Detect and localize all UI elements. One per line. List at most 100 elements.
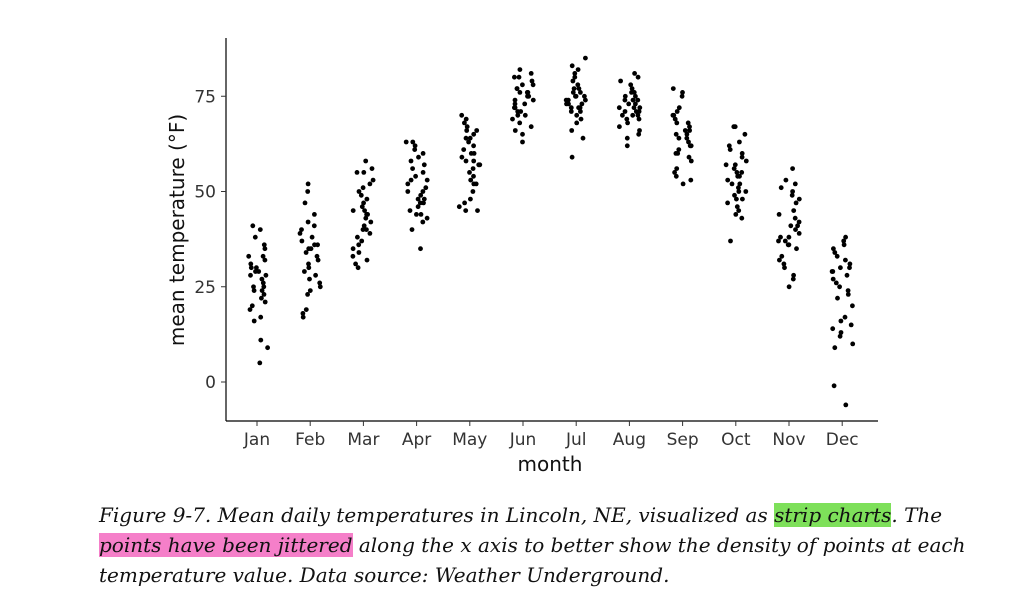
data-point-apr	[421, 200, 426, 206]
data-point-sep	[676, 105, 682, 111]
data-point-sep	[684, 135, 690, 141]
data-point-oct	[725, 177, 731, 183]
data-point-mar	[369, 166, 375, 172]
data-point-oct	[740, 196, 745, 202]
data-point-nov	[794, 246, 799, 252]
data-point-oct	[734, 170, 740, 175]
data-point-apr	[410, 166, 415, 172]
data-point-aug	[631, 105, 637, 111]
data-point-jan	[259, 295, 264, 301]
data-point-apr	[412, 143, 418, 149]
data-point-dec	[834, 253, 840, 259]
data-point-aug	[620, 112, 625, 118]
data-point-jun	[522, 101, 528, 107]
data-point-nov	[792, 215, 798, 221]
data-point-mar	[367, 231, 373, 236]
data-point-sep	[670, 86, 676, 91]
data-point-feb	[300, 314, 306, 320]
data-point-feb	[297, 231, 303, 236]
data-point-mar	[367, 181, 373, 187]
data-point-jun	[512, 105, 518, 111]
data-point-may	[471, 143, 476, 149]
data-point-sep	[686, 154, 692, 160]
data-point-aug	[633, 101, 638, 107]
data-point-feb	[312, 212, 317, 217]
data-point-sep	[680, 90, 685, 95]
data-point-jul	[568, 109, 574, 114]
data-point-oct	[729, 181, 735, 187]
data-point-oct	[732, 192, 737, 198]
data-point-jan	[250, 223, 256, 229]
data-point-jun	[515, 112, 521, 118]
x-tick-label: Dec	[826, 430, 859, 450]
data-point-jan	[261, 292, 267, 297]
x-tick-label: May	[452, 430, 487, 450]
data-point-nov	[790, 189, 795, 194]
data-point-mar	[356, 250, 362, 255]
data-point-oct	[728, 238, 733, 244]
x-tick-label: Jul	[565, 430, 587, 450]
data-point-apr	[407, 208, 413, 214]
x-tick-label: Feb	[295, 430, 325, 450]
data-point-apr	[420, 170, 426, 175]
data-point-dec	[848, 322, 854, 328]
data-point-mar	[360, 227, 366, 233]
data-point-jun	[530, 82, 536, 88]
caption-text-middle: . The	[891, 503, 943, 527]
data-point-sep	[673, 131, 679, 137]
x-tick-label: Jun	[509, 430, 537, 450]
data-point-nov	[778, 185, 784, 191]
data-point-jul	[574, 112, 580, 118]
data-point-jun	[510, 116, 515, 122]
y-tick-label: 25	[194, 278, 216, 298]
data-point-mar	[359, 204, 365, 210]
data-point-jun	[517, 120, 523, 126]
data-point-dec	[843, 257, 848, 263]
data-point-apr	[420, 219, 426, 225]
data-point-may	[467, 135, 473, 141]
data-point-oct	[723, 162, 729, 168]
data-point-aug	[637, 128, 642, 133]
data-point-apr	[403, 139, 409, 145]
data-point-apr	[405, 181, 411, 187]
data-point-may	[463, 158, 469, 164]
data-point-aug	[617, 124, 622, 130]
data-point-dec	[837, 333, 843, 339]
data-point-jul	[570, 90, 576, 95]
data-point-dec	[837, 284, 842, 290]
data-point-oct	[739, 154, 745, 160]
data-point-apr	[420, 189, 426, 194]
data-point-apr	[416, 154, 421, 160]
data-point-jul	[583, 97, 588, 103]
data-point-jul	[564, 101, 569, 107]
data-point-dec	[835, 295, 840, 301]
points-layer	[246, 55, 856, 408]
data-point-jul	[578, 109, 583, 114]
data-point-sep	[687, 128, 692, 133]
data-point-oct	[736, 185, 741, 191]
data-point-jan	[260, 280, 266, 286]
data-point-jul	[565, 97, 571, 103]
data-point-apr	[415, 204, 421, 210]
data-point-sep	[687, 124, 692, 130]
data-point-nov	[782, 238, 788, 244]
data-point-jun	[515, 109, 521, 114]
data-point-jan	[249, 303, 255, 309]
data-point-aug	[622, 97, 628, 103]
data-point-may	[459, 112, 465, 118]
data-point-nov	[796, 196, 802, 202]
x-tick-label: Sep	[667, 430, 699, 450]
data-point-feb	[299, 227, 304, 233]
data-point-oct	[736, 189, 742, 194]
x-tick-label: Nov	[772, 430, 805, 450]
data-point-may	[471, 158, 477, 164]
data-point-dec	[829, 269, 835, 274]
data-point-sep	[682, 128, 688, 133]
data-point-aug	[631, 90, 637, 95]
data-point-apr	[418, 246, 423, 252]
data-point-mar	[360, 185, 366, 191]
data-point-may	[463, 116, 469, 122]
chart-area: month mean temperature (°F) 0 25 50 75 Jan Fe…	[165, 38, 878, 476]
data-point-sep	[673, 173, 679, 179]
data-point-jun	[520, 139, 525, 145]
